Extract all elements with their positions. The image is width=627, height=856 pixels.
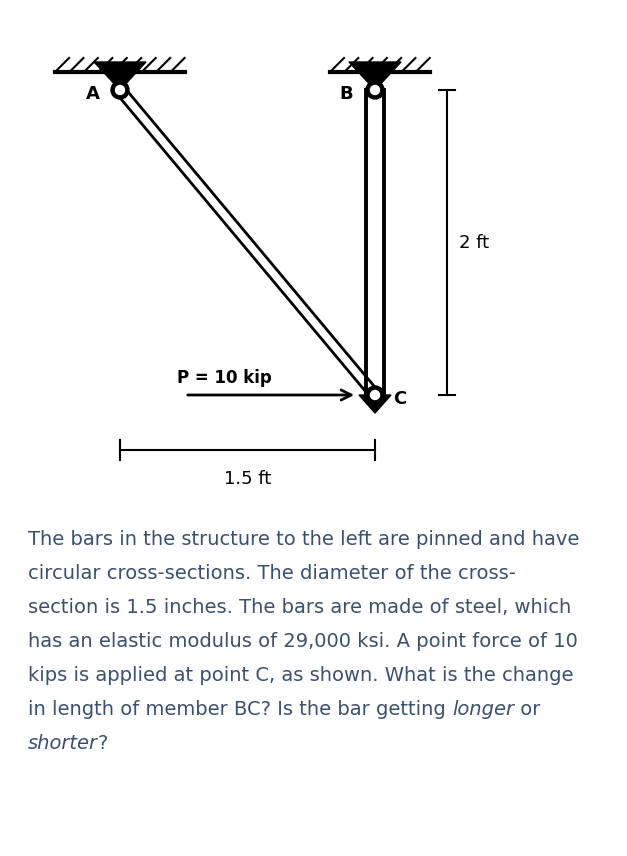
Text: B: B — [339, 85, 353, 103]
Circle shape — [371, 86, 379, 94]
Text: A: A — [86, 85, 100, 103]
Circle shape — [371, 390, 379, 400]
Text: in length of member BC? Is the bar getting: in length of member BC? Is the bar getti… — [28, 700, 452, 719]
Polygon shape — [359, 395, 391, 413]
Circle shape — [111, 81, 129, 99]
Circle shape — [366, 81, 384, 99]
Text: longer: longer — [452, 700, 514, 719]
Text: circular cross-sections. The diameter of the cross-: circular cross-sections. The diameter of… — [28, 564, 516, 583]
Text: P = 10 kip: P = 10 kip — [177, 369, 271, 387]
Polygon shape — [349, 62, 401, 90]
Polygon shape — [94, 62, 146, 90]
Text: has an elastic modulus of 29,000 ksi. A point force of 10: has an elastic modulus of 29,000 ksi. A … — [28, 632, 578, 651]
Text: or: or — [514, 700, 540, 719]
Text: shorter: shorter — [28, 734, 98, 753]
Circle shape — [115, 86, 125, 94]
Text: section is 1.5 inches. The bars are made of steel, which: section is 1.5 inches. The bars are made… — [28, 598, 571, 617]
Text: 1.5 ft: 1.5 ft — [224, 470, 271, 488]
Text: ?: ? — [98, 734, 108, 753]
Text: 2 ft: 2 ft — [459, 234, 489, 252]
Text: The bars in the structure to the left are pinned and have: The bars in the structure to the left ar… — [28, 530, 579, 549]
Circle shape — [366, 386, 384, 404]
Text: C: C — [393, 390, 406, 408]
Text: kips is applied at point C, as shown. What is the change: kips is applied at point C, as shown. Wh… — [28, 666, 574, 685]
